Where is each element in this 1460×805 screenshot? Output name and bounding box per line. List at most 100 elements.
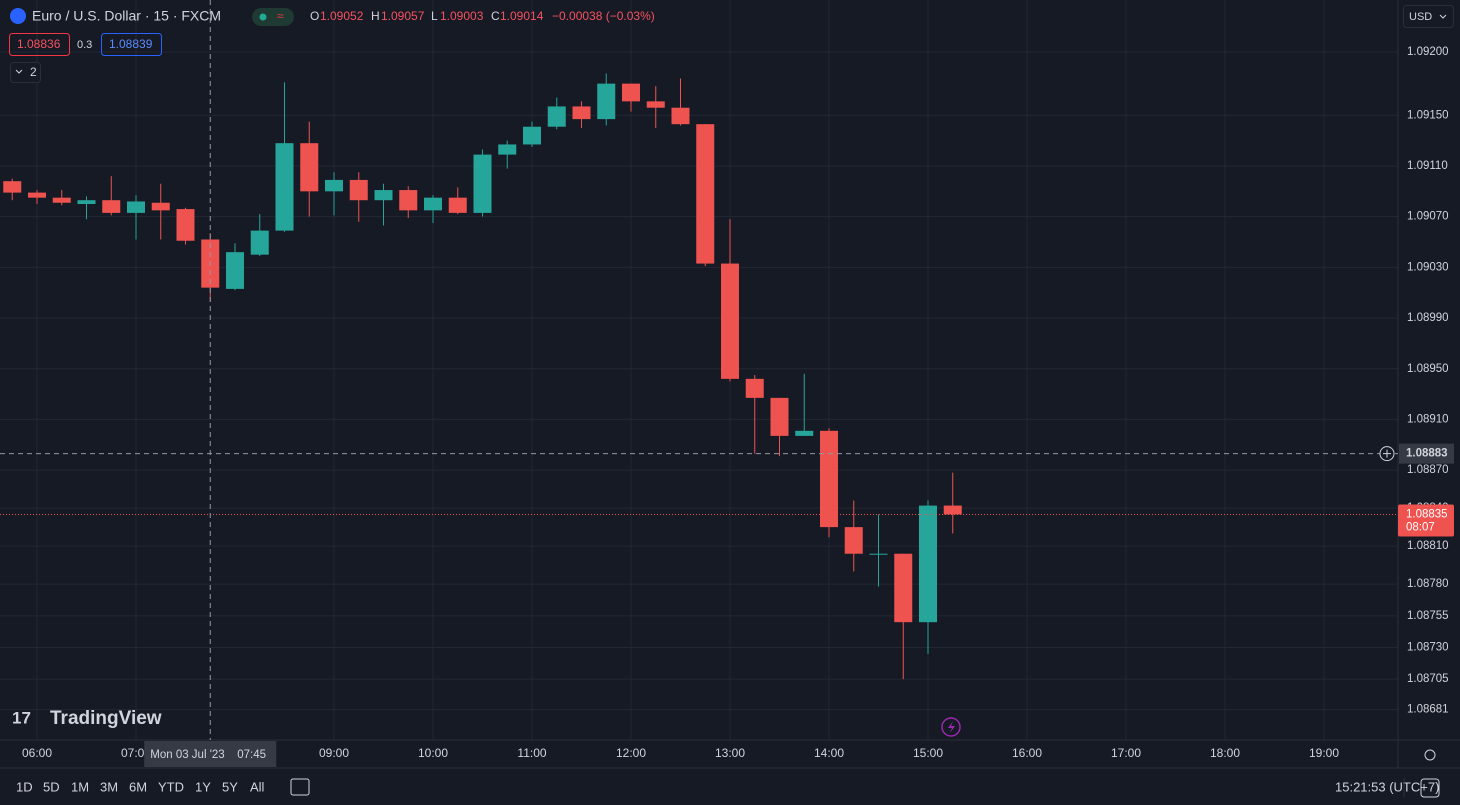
candle-body bbox=[869, 553, 888, 555]
range-button[interactable]: 5Y bbox=[222, 779, 238, 794]
ohlc-h-label: H bbox=[371, 9, 380, 23]
candle-body bbox=[597, 83, 616, 120]
clock: 15:21:53 (UTC+7) bbox=[1335, 779, 1439, 794]
status-badge[interactable] bbox=[252, 8, 294, 26]
x-tick-label: 19:00 bbox=[1309, 746, 1339, 760]
candle-body bbox=[721, 263, 739, 379]
candle-body bbox=[696, 124, 715, 264]
indicators-count: 2 bbox=[30, 65, 37, 79]
range-button[interactable]: 1D bbox=[16, 779, 33, 794]
candle-body bbox=[28, 192, 46, 198]
event-icon[interactable] bbox=[941, 717, 961, 737]
candle-body bbox=[795, 430, 814, 436]
x-tick-label: 15:00 bbox=[913, 746, 943, 760]
x-tick-label: 11:00 bbox=[517, 746, 546, 760]
spread: 0.3 bbox=[77, 39, 92, 51]
candle-body bbox=[820, 430, 838, 528]
last-price-label: 1.08835 bbox=[1406, 508, 1448, 520]
y-tick-label: 1.08755 bbox=[1407, 610, 1449, 622]
bid[interactable]: 1.08836 bbox=[17, 37, 61, 51]
x-tick-label: 06:00 bbox=[22, 746, 52, 760]
range-button[interactable]: 6M bbox=[129, 779, 147, 794]
candle-body bbox=[399, 190, 418, 211]
candle-body bbox=[374, 190, 393, 201]
currency[interactable]: USD bbox=[1409, 11, 1432, 23]
range-buttons: 1D 5D 1M 3M 6M YTD 1Y 5Y All bbox=[16, 779, 265, 794]
y-tick-label: 1.08870 bbox=[1407, 464, 1449, 476]
y-tick-label: 1.08810 bbox=[1407, 540, 1449, 552]
currency-button[interactable] bbox=[1403, 5, 1454, 28]
auto-scale-button[interactable] bbox=[1420, 778, 1440, 798]
chevron bbox=[1439, 14, 1447, 19]
candle-body bbox=[127, 201, 145, 213]
symbol[interactable]: Euro / U.S. Dollar · 15 · FXCM bbox=[32, 8, 221, 24]
settings-icon[interactable] bbox=[1424, 749, 1436, 761]
x-tick-label: 10:00 bbox=[418, 746, 448, 760]
candle-body bbox=[250, 230, 269, 255]
candle-body bbox=[919, 505, 937, 623]
x-tick-label: 07:00 bbox=[121, 746, 151, 760]
candle-body bbox=[943, 505, 962, 515]
date-range-button[interactable] bbox=[290, 778, 310, 796]
crosshair-time: 07:45 bbox=[237, 749, 266, 761]
countdown: 08:07 bbox=[1406, 521, 1435, 533]
bid-box[interactable] bbox=[9, 33, 70, 56]
candle-body bbox=[3, 181, 22, 193]
candle-body bbox=[77, 200, 96, 205]
ask-box[interactable] bbox=[101, 33, 162, 56]
ohlc-close: 1.09014 bbox=[500, 9, 544, 23]
candle-body bbox=[349, 179, 368, 201]
candle-body bbox=[226, 252, 244, 289]
crosshair-time-box bbox=[144, 741, 277, 767]
range-button[interactable]: YTD bbox=[158, 779, 184, 794]
ohlc-open: 1.09052 bbox=[320, 9, 364, 23]
crosshair-date: Mon 03 Jul '23 bbox=[150, 749, 224, 761]
candle-body bbox=[176, 209, 195, 241]
candle-body bbox=[151, 202, 170, 211]
ohlc-high: 1.09057 bbox=[381, 9, 425, 23]
candle-body bbox=[646, 101, 665, 108]
ohlc-l-label: L bbox=[431, 9, 438, 23]
candle-body bbox=[473, 154, 492, 213]
x-tick-label: 09:00 bbox=[319, 746, 349, 760]
logo-mark: 17 bbox=[12, 708, 31, 727]
candle-body bbox=[325, 179, 343, 192]
ohlc-o-label: O bbox=[310, 9, 319, 23]
candle-body bbox=[424, 197, 442, 211]
logo[interactable]: TradingView bbox=[50, 708, 162, 729]
x-tick-label: 13:00 bbox=[715, 746, 745, 760]
y-tick-label: 1.09110 bbox=[1407, 160, 1448, 172]
range-button[interactable]: All bbox=[250, 779, 265, 794]
last-price-box bbox=[1398, 504, 1454, 537]
y-tick-label: 1.09070 bbox=[1407, 211, 1449, 223]
y-tick-label: 1.08910 bbox=[1407, 413, 1449, 425]
x-tick-label: 17:00 bbox=[1111, 746, 1141, 760]
candle-body bbox=[622, 83, 640, 102]
event-bolt bbox=[948, 721, 955, 733]
y-tick-label: 1.09030 bbox=[1407, 261, 1449, 273]
candle-body bbox=[102, 200, 121, 213]
x-tick-label: 12:00 bbox=[616, 746, 646, 760]
range-button[interactable]: 1Y bbox=[195, 779, 211, 794]
ohlc-c-label: C bbox=[491, 9, 500, 23]
crosshair-price: 1.08883 bbox=[1406, 448, 1448, 460]
candle-body bbox=[770, 397, 789, 436]
y-tick-label: 1.08730 bbox=[1407, 642, 1449, 654]
range-button[interactable]: 5D bbox=[43, 779, 60, 794]
candle-body bbox=[572, 106, 591, 120]
x-tick-label: 16:00 bbox=[1012, 746, 1042, 760]
candle-body bbox=[448, 197, 467, 213]
range-button[interactable]: 1M bbox=[71, 779, 89, 794]
candle-body bbox=[275, 143, 294, 231]
indicators-toggle[interactable] bbox=[10, 62, 41, 83]
symbol-icon bbox=[10, 8, 26, 24]
candle-body bbox=[894, 553, 913, 623]
candles bbox=[3, 73, 962, 680]
range-button[interactable]: 3M bbox=[100, 779, 118, 794]
ask[interactable]: 1.08839 bbox=[109, 37, 153, 51]
candle-body bbox=[547, 106, 566, 127]
chevron bbox=[15, 69, 23, 74]
y-tick-label: 1.08681 bbox=[1407, 704, 1449, 716]
